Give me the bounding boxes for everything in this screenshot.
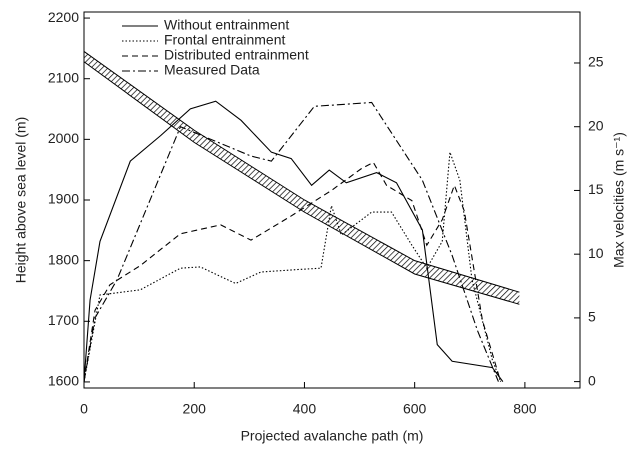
x-axis-label: Projected avalanche path (m) [241,428,424,444]
y-tick-label: 1700 [48,312,79,328]
y-axis-label: Height above sea level (m) [13,117,29,284]
legend-label: Without entrainment [164,17,289,33]
terrain-lower [83,61,520,305]
x-tick-label: 400 [293,401,317,417]
y2-axis-label: Max velocities (m s⁻¹) [611,132,627,268]
x-tick-label: 800 [513,401,537,417]
y2-tick-label: 5 [588,309,596,325]
x-tick-label: 200 [183,401,207,417]
y-tick-label: 2000 [48,130,79,146]
series-line [83,152,502,382]
y2-tick-label: 10 [588,245,604,261]
series-line [83,161,502,382]
y2-tick-label: 20 [588,117,604,133]
plot-frame [83,11,581,389]
y2-tick-label: 25 [588,54,604,70]
series-line [83,100,504,382]
y-tick-label: 1900 [48,191,79,207]
y-tick-label: 1800 [48,251,79,267]
series-line [83,101,499,382]
terrain-upper [83,51,520,293]
legend-label: Distributed entrainment [164,47,309,63]
y-tick-label: 1600 [48,373,79,389]
x-tick-label: 600 [403,401,427,417]
y-tick-label: 2100 [48,69,79,85]
terrain-band [84,51,520,305]
x-tick-label: 0 [80,401,88,417]
y2-tick-label: 15 [588,181,604,197]
legend-label: Frontal entrainment [164,32,286,48]
y-tick-label: 2200 [48,9,79,25]
y2-tick-label: 0 [588,372,596,388]
legend-label: Measured Data [164,62,260,78]
